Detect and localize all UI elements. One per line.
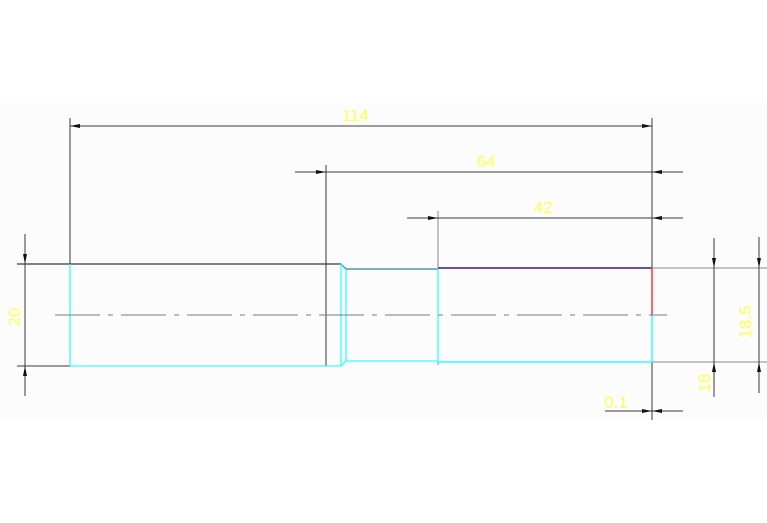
dimension-labels: 114 64 42 20 18 18.5 0.1 [5,106,755,412]
dim-label-42: 42 [534,198,553,217]
dim-label-0-1: 0.1 [604,393,628,412]
dim-label-20: 20 [5,308,24,327]
dim-label-114: 114 [341,106,368,125]
dim-label-18: 18 [695,374,714,393]
dim-label-18-5: 18.5 [736,305,755,338]
dim-label-64: 64 [477,152,496,171]
part-outline [17,263,653,367]
